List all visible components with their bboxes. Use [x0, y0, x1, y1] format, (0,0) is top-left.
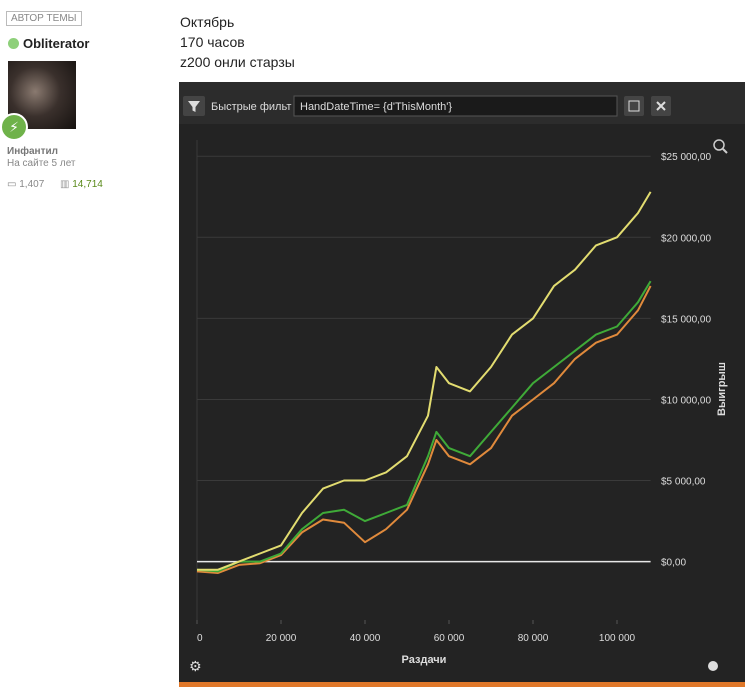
y-tick-label: $20 000,00 — [661, 233, 711, 244]
filter-label: Быстрые фильт — [211, 101, 291, 113]
x-tick-label: 20 000 — [266, 633, 297, 644]
save-button[interactable] — [624, 96, 644, 116]
y-tick-label: $10 000,00 — [661, 395, 711, 406]
y-tick-label: $5 000,00 — [661, 477, 706, 488]
y-axis-title: Выигрыш — [716, 362, 728, 416]
x-tick-label: 0 — [197, 633, 203, 644]
post-count: ▭ 1,407 — [7, 179, 45, 190]
x-axis-title: Раздачи — [402, 654, 447, 666]
save-icon — [628, 100, 640, 112]
post-line: 170 часов — [180, 34, 245, 50]
series-line — [196, 285, 652, 574]
post-count-value: 1,407 — [19, 179, 45, 190]
bottom-bar — [179, 682, 745, 687]
y-tick-label: $0,00 — [661, 558, 686, 569]
zoom-icon[interactable] — [713, 139, 725, 151]
y-tick-label: $15 000,00 — [661, 314, 711, 325]
author-badge: АВТОР ТЕМЫ — [6, 11, 82, 26]
x-tick-label: 40 000 — [350, 633, 381, 644]
filter-input[interactable] — [293, 95, 618, 117]
user-name-text[interactable]: Obliterator — [23, 36, 90, 51]
clear-icon — [656, 101, 666, 111]
post-line: z200 онли старзы — [180, 54, 295, 70]
x-tick-label: 100 000 — [599, 633, 636, 644]
series-line — [197, 191, 652, 571]
reputation: ▥ 14,714 — [60, 179, 103, 190]
user-name[interactable]: Obliterator — [8, 36, 89, 51]
user-tenure: На сайте 5 лет — [7, 158, 76, 169]
x-tick-label: 80 000 — [518, 633, 549, 644]
chart: Быстрые фильт HandDateTime= {d'ThisMonth… — [179, 82, 745, 687]
filter-text[interactable]: HandDateTime= {d'ThisMonth'} — [300, 101, 452, 113]
user-rank: Инфантил — [7, 146, 58, 157]
reputation-value: 14,714 — [72, 179, 103, 190]
settings-icon[interactable]: ⚙ — [189, 658, 202, 674]
y-tick-label: $25 000,00 — [661, 152, 711, 163]
rank-icon: ⚡ — [0, 113, 28, 141]
series-line — [196, 280, 652, 573]
x-tick-label: 60 000 — [434, 633, 465, 644]
chart-background — [179, 82, 745, 687]
post-line: Октябрь — [180, 14, 235, 30]
info-icon[interactable] — [708, 661, 718, 671]
zoom-handle — [722, 148, 728, 154]
filter-icon — [188, 101, 200, 112]
